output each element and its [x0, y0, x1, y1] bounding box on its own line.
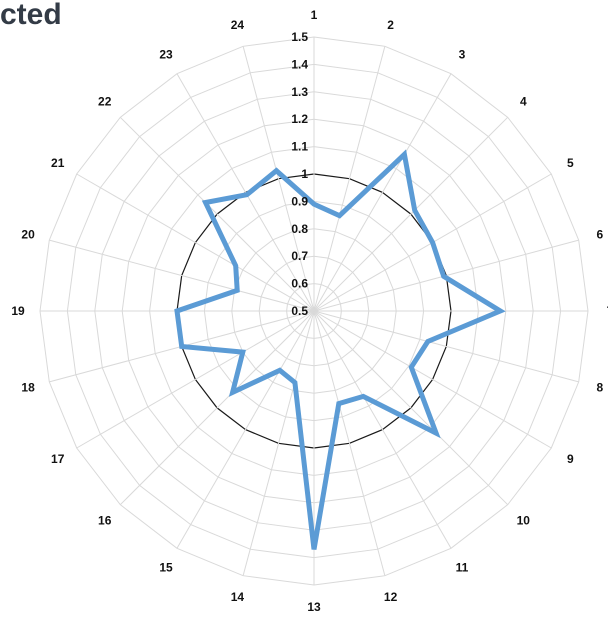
category-label: 9 [567, 452, 574, 466]
category-label: 17 [51, 452, 65, 466]
grid-spoke [313, 310, 579, 383]
grid-spoke [313, 310, 552, 449]
category-label: 22 [98, 95, 112, 109]
grid-spoke [313, 310, 509, 506]
grid-spoke [119, 116, 315, 312]
grid-spoke [313, 46, 386, 312]
category-label: 8 [597, 381, 604, 395]
category-label: 23 [159, 48, 173, 62]
radial-tick-label: 0.5 [291, 304, 308, 318]
category-label: 12 [384, 590, 398, 604]
grid-spoke [119, 310, 315, 506]
category-label: 10 [517, 513, 531, 527]
radial-tick-label: 1 [301, 167, 308, 181]
category-label: 3 [459, 48, 466, 62]
category-label: 20 [21, 227, 35, 241]
category-label: 11 [456, 560, 469, 574]
grid-spoke [313, 310, 452, 549]
grid-spoke [242, 46, 315, 312]
grid-spoke [313, 310, 386, 576]
series-layer [174, 149, 506, 550]
category-label: 24 [231, 18, 245, 32]
radial-tick-label: 0.6 [291, 277, 308, 291]
grid-spoke [176, 310, 315, 549]
category-label: 2 [387, 18, 394, 32]
grid-spoke [76, 173, 315, 312]
grid-spoke [242, 310, 315, 576]
radial-tick-label: 0.8 [291, 222, 308, 236]
radial-tick-labels: 0.5 0.6 0.7 0.8 0.9 1 1.1 1.2 1.3 1.4 1.5 [291, 30, 308, 318]
radial-tick-label: 0.9 [291, 194, 308, 208]
radar-grid [39, 36, 589, 586]
radial-tick-label: 1.1 [291, 140, 308, 154]
radial-tick-label: 1.4 [291, 57, 308, 71]
category-label: 15 [159, 560, 173, 574]
category-label: 1 [311, 8, 318, 22]
radial-tick-label: 1.5 [291, 30, 308, 44]
category-label: 7 [607, 304, 608, 318]
radial-tick-label: 1.2 [291, 112, 308, 126]
category-label: 5 [567, 156, 574, 170]
grid-spoke [176, 73, 315, 312]
grid-spoke [313, 73, 452, 312]
category-label: 14 [231, 590, 245, 604]
category-label: 21 [51, 156, 65, 170]
radial-tick-label: 0.7 [291, 249, 308, 263]
grid-spoke [313, 116, 509, 312]
category-label: 6 [597, 227, 604, 241]
category-label: 16 [98, 513, 112, 527]
grid-spoke [49, 239, 315, 312]
category-label: 19 [11, 304, 25, 318]
category-label: 13 [307, 600, 321, 614]
category-label: 4 [520, 95, 527, 109]
category-label: 18 [21, 381, 35, 395]
category-labels: 123456789101112131415161718192021222324 [11, 8, 608, 614]
grid-spoke [76, 310, 315, 449]
radial-tick-label: 1.3 [291, 85, 308, 99]
series-line [174, 149, 506, 550]
chart-title: cted [0, 0, 62, 31]
